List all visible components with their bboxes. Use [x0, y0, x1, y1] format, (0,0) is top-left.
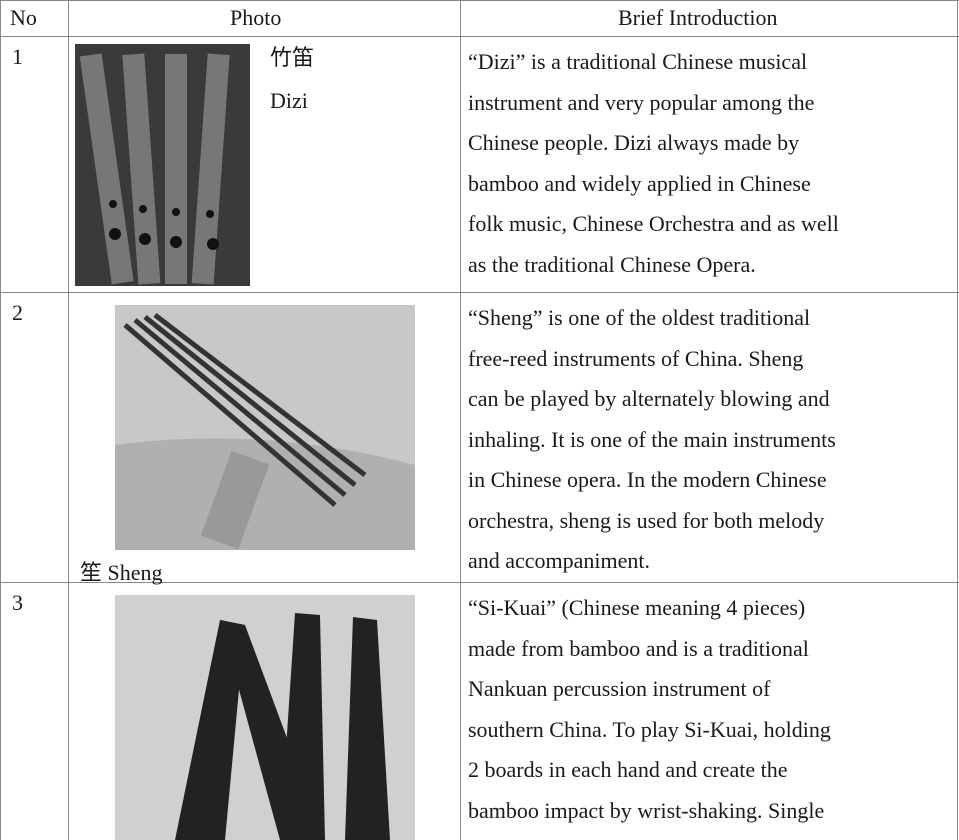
border	[0, 0, 959, 1]
border	[0, 582, 959, 583]
intro-line: Chinese people. Dizi always made by	[468, 130, 800, 155]
row-number: 1	[12, 44, 23, 69]
photo-label: 笙 Sheng	[80, 560, 163, 585]
intro-line: southern China. To play Si-Kuai, holding	[468, 716, 831, 742]
border	[0, 292, 959, 293]
photo-si-kuai	[115, 595, 415, 840]
photo-sheng	[115, 305, 415, 550]
intro-line: inhaling. It is one of the main instrume…	[468, 426, 836, 452]
intro-line: as the traditional Chinese Opera.	[468, 251, 756, 277]
header-cell: Photo	[230, 5, 282, 30]
border	[68, 0, 69, 840]
header-cell: Brief Introduction	[618, 5, 778, 30]
intro-line: in Chinese opera. In the modern Chinese	[468, 467, 827, 492]
intro-line: “Dizi” is a traditional Chinese musical	[468, 49, 808, 74]
intro-line: bamboo and widely applied in Chinese	[468, 170, 811, 196]
intro-line: instrument and very popular among the	[468, 89, 815, 115]
intro-line: “Sheng” is one of the oldest traditional	[468, 305, 811, 330]
photo-label: Dizi	[270, 88, 308, 113]
row-number: 3	[12, 590, 23, 615]
border	[0, 0, 1, 840]
intro-line: bamboo impact by wrist-shaking. Single	[468, 797, 825, 823]
intro-line: orchestra, sheng is used for both melody	[468, 507, 825, 533]
photo-dizi	[75, 44, 250, 286]
photo-label: 竹笛	[270, 45, 315, 70]
intro-line: can be played by alternately blowing and	[468, 386, 830, 411]
intro-line: 2 boards in each hand and create the	[468, 757, 788, 782]
intro-line: and accompaniment.	[468, 548, 651, 573]
border	[0, 36, 959, 37]
intro-line: free-reed instruments of China. Sheng	[468, 345, 804, 371]
intro-line: made from bamboo and is a traditional	[468, 635, 809, 661]
intro-line: Nankuan percussion instrument of	[468, 676, 771, 701]
intro-line: “Si-Kuai” (Chinese meaning 4 pieces)	[468, 595, 806, 620]
header-cell: No	[10, 5, 37, 30]
border	[460, 0, 461, 840]
row-number: 2	[12, 300, 23, 325]
intro-line: folk music, Chinese Orchestra and as wel…	[468, 211, 839, 236]
border	[957, 0, 958, 840]
